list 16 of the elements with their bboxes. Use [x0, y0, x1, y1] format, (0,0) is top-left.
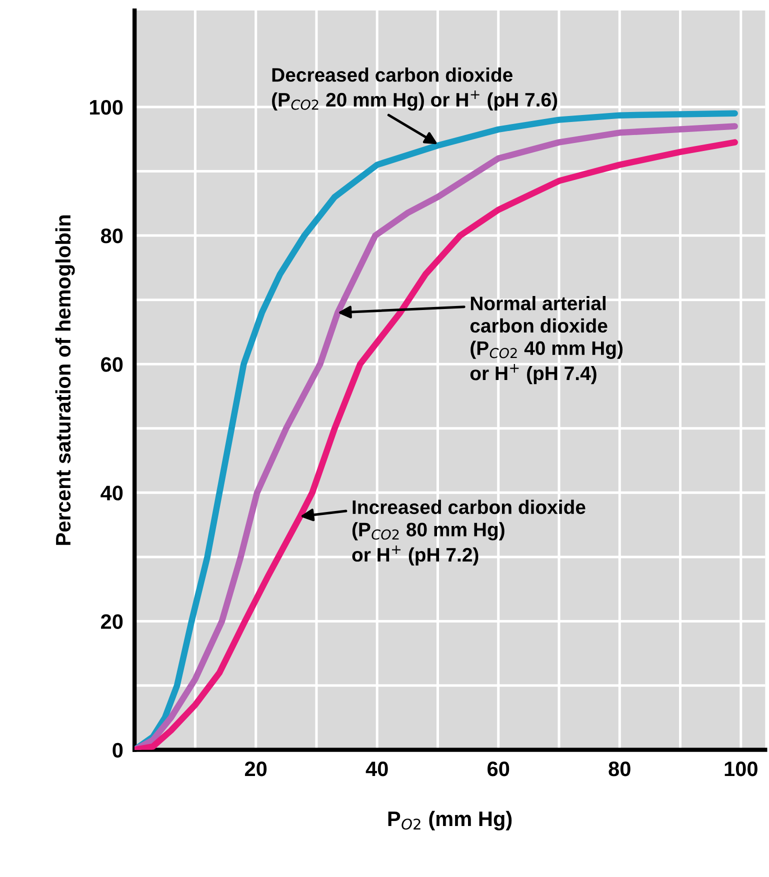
- annotation: Decreased carbon dioxide (P$_{CO2}$ 20 mm Hg) or H$^{+}$ (pH 7.6): [272, 68, 558, 111]
- x-tick-label: 100: [724, 761, 758, 776]
- y-tick-label: 0: [112, 742, 123, 758]
- y-tick-label: 60: [101, 357, 123, 372]
- x-tick-label: 40: [366, 761, 388, 776]
- y-tick-label: 40: [100, 486, 123, 500]
- x-tick-label: 60: [488, 761, 510, 776]
- x-tick-label: 20: [244, 761, 267, 776]
- annotation: Increased carbon dioxide (P$_{CO2}$ 80 mm Hg) or H$^{+}$ (pH 7.2): [352, 500, 586, 566]
- y-tick-label: 100: [90, 100, 123, 115]
- y-tick-label: 80: [100, 228, 123, 244]
- x-tick-label: 80: [608, 761, 630, 776]
- x-axis-title: P$_{O2}$ (mm Hg): [388, 810, 512, 830]
- y-tick-label: 20: [101, 614, 123, 630]
- annotation: Normal arterial carbon dioxide (P$_{CO2}$ 40 mm Hg) or H$^{+}$ (pH 7.4): [470, 296, 623, 384]
- y-axis-title: Percent saturation of hemoglobin: [55, 215, 75, 545]
